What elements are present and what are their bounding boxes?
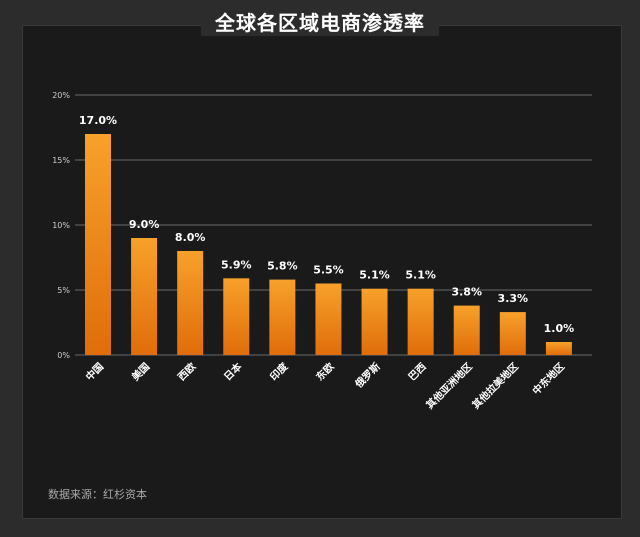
bar-其他拉美地区 xyxy=(499,312,526,355)
bar-东欧 xyxy=(315,283,342,355)
data-label: 1.0% xyxy=(544,322,575,335)
chart-title: 全球各区域电商渗透率 xyxy=(201,6,439,36)
bar-日本 xyxy=(223,278,250,355)
bar-其他亚洲地区 xyxy=(453,305,480,355)
bar-巴西 xyxy=(407,288,434,355)
bars xyxy=(85,134,572,355)
y-tick-label: 20% xyxy=(52,91,70,100)
x-tick-label: 美国 xyxy=(129,360,152,383)
x-tick-label: 中国 xyxy=(83,360,106,383)
x-tick-label: 印度 xyxy=(267,359,291,383)
bar-俄罗斯 xyxy=(361,288,388,355)
bar-西欧 xyxy=(177,251,204,355)
x-tick-label: 中东地区 xyxy=(530,360,567,397)
x-tick-label: 其他拉美地区 xyxy=(469,360,521,412)
x-tick-label: 西欧 xyxy=(175,360,198,383)
data-label: 3.3% xyxy=(498,292,529,305)
data-labels: 17.0% 9.0% 8.0% 5.9% 5.8% 5.5% 5.1% 5.1% 3.8% 3.3… xyxy=(79,114,574,335)
data-label: 5.5% xyxy=(313,264,344,277)
bar-中国 xyxy=(85,134,111,355)
data-label: 5.1% xyxy=(405,269,436,282)
x-tick-label: 巴西 xyxy=(406,361,429,384)
y-tick-label: 15% xyxy=(52,156,70,165)
data-label: 17.0% xyxy=(79,114,117,127)
data-label: 5.1% xyxy=(359,269,390,282)
data-label: 9.0% xyxy=(129,218,160,231)
x-tick-label: 东欧 xyxy=(313,360,336,383)
bar-中东地区 xyxy=(545,342,572,355)
data-label: 5.9% xyxy=(221,258,252,271)
chart-panel xyxy=(22,25,622,519)
source-note: 数据来源：红杉资本 xyxy=(48,488,147,501)
y-tick-label: 10% xyxy=(52,221,70,230)
x-tick-label: 日本 xyxy=(221,359,245,383)
x-tick-label: 其他亚洲地区 xyxy=(423,360,475,412)
data-label: 3.8% xyxy=(451,286,482,299)
bar-印度 xyxy=(269,279,296,355)
title-bar: 全球各区域电商渗透率 xyxy=(0,4,640,38)
x-tick-label: 俄罗斯 xyxy=(352,360,383,391)
y-tick-label: 5% xyxy=(57,286,70,295)
data-label: 8.0% xyxy=(175,231,206,244)
y-axis-ticks: 0% 5% 10% 15% 20% xyxy=(52,91,70,360)
bar-美国 xyxy=(131,238,158,355)
y-tick-label: 0% xyxy=(57,351,70,360)
data-label: 5.8% xyxy=(267,260,298,273)
